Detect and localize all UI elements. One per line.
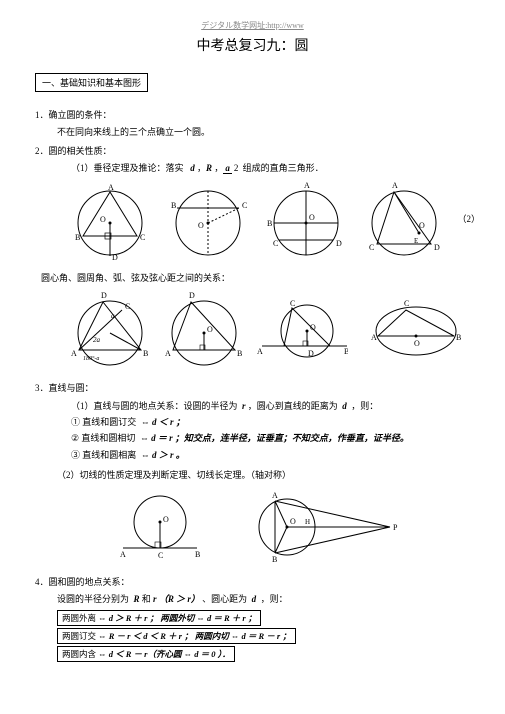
svg-text:2a: 2a <box>93 336 101 344</box>
item3-title: 3．直线与圆： <box>35 381 470 394</box>
f-R: R <box>206 163 212 173</box>
box-line-1: 两圆外离 ⇔ d ＞ R ＋ r ； 两圆外切 ⇔ d ＝ R ＋ r ； <box>57 610 261 626</box>
circle-fig-7: C A B O D <box>252 296 347 366</box>
svg-text:D: D <box>189 291 195 300</box>
svg-text:180°-a: 180°-a <box>83 355 99 362</box>
svg-text:O: O <box>100 215 106 224</box>
svg-text:D: D <box>101 291 107 300</box>
line1b: d ＜ r ； <box>152 417 185 427</box>
line2a: ② 直线和圆相切 <box>71 433 135 443</box>
svg-text:D: D <box>308 349 314 358</box>
line3b: d ＞ r 。 <box>152 450 185 460</box>
svg-text:a: a <box>111 312 115 320</box>
item3-sub1: （1）直线与圆的地点关系：设圆的半径为 r ，圆心到直线的距离为 d ，则： ①… <box>71 398 470 463</box>
annot-2: （2） <box>457 212 480 225</box>
circle-fig-4: A C D O E <box>359 178 449 263</box>
line2b: d ＝ r ；知交点，连半径，证垂直；不知交点，作垂直，证半径。 <box>151 433 409 443</box>
item2-rel: 圆心角、圆周角、弧、弦及弦心距之间的关系： <box>41 271 470 284</box>
page-title: 中考总复习九：圆 <box>35 35 470 55</box>
tangent-fig-1: O A B C <box>115 487 205 567</box>
svg-text:A: A <box>120 550 126 559</box>
svg-text:B: B <box>456 333 461 342</box>
circle-fig-2: B C O <box>163 178 253 263</box>
svg-text:A: A <box>392 181 398 190</box>
sub1-post: 组成的直角三角形． <box>243 163 324 173</box>
figure-row-2: D C A B 2a a 180°-a D A B O C A B O D C <box>65 288 470 373</box>
item2-title: 2．圆的相关性质： <box>35 144 470 157</box>
svg-text:C: C <box>125 302 130 311</box>
svg-text:B: B <box>143 349 148 358</box>
svg-text:A: A <box>71 349 77 358</box>
item2-sub1: （1）垂径定理及推论：落实 d ，R ，a2 组成的直角三角形． <box>71 161 470 174</box>
svg-text:B: B <box>75 233 80 242</box>
svg-text:D: D <box>112 253 118 262</box>
f-2: 2 <box>232 163 241 173</box>
sub1-pre: （1）垂径定理及推论：落实 <box>71 163 184 173</box>
fraction: a2 <box>223 164 240 173</box>
svg-text:C: C <box>290 299 295 308</box>
svg-text:C: C <box>242 201 247 210</box>
svg-text:O: O <box>419 221 425 230</box>
circle-fig-3: A B C D O <box>261 178 351 263</box>
svg-text:C: C <box>404 299 409 308</box>
svg-text:A: A <box>371 333 377 342</box>
figure-row-1: A B C O D B C O A B C D O A C D O E （2） <box>65 178 470 263</box>
svg-text:A: A <box>304 181 310 190</box>
f-a: a <box>223 163 232 174</box>
line3a: ③ 直线和圆相离 <box>71 450 136 460</box>
svg-text:C: C <box>369 243 374 252</box>
svg-text:O: O <box>414 339 420 348</box>
box-line-3: 两圆内含 ⇔ d ＜ R － r（齐心圆 ⇔ d ＝ 0 ）． <box>57 646 235 662</box>
item4-text: 设圆的半径分别为 R 和 r （R ＞ r） 、圆心距为 d ，则： <box>57 592 470 605</box>
circle-fig-8: C A B O <box>356 296 470 366</box>
svg-text:O: O <box>290 517 296 526</box>
svg-text:C: C <box>140 233 145 242</box>
svg-text:B: B <box>171 201 176 210</box>
svg-text:P: P <box>393 523 398 532</box>
svg-text:C: C <box>273 239 278 248</box>
circle-fig-1: A B C O D <box>65 178 155 263</box>
svg-text:O: O <box>163 515 169 524</box>
box-group: 两圆外离 ⇔ d ＞ R ＋ r ； 两圆外切 ⇔ d ＝ R ＋ r ； 两圆… <box>57 609 470 663</box>
svg-text:A: A <box>108 183 114 192</box>
circle-fig-6: D A B O <box>159 288 245 373</box>
svg-text:H: H <box>305 518 310 526</box>
svg-text:O: O <box>310 323 316 332</box>
svg-text:O: O <box>207 325 213 334</box>
item4-title: 4．圆和圆的地点关系： <box>35 575 470 588</box>
svg-text:C: C <box>158 551 163 560</box>
tangent-fig-2: A B O H P <box>245 487 405 567</box>
svg-text:B: B <box>272 555 277 564</box>
svg-text:O: O <box>309 213 315 222</box>
header-url: デジタル数学网址:http://www <box>35 20 470 31</box>
box-line-2: 两圆订交 ⇔ R － r ＜ d ＜ R ＋ r ； 两圆内切 ⇔ d ＝ R … <box>57 628 296 644</box>
item1-title: 1．确立圆的条件： <box>35 108 470 121</box>
item3-sub2: （2）切线的性质定理及判断定理、切线长定理。（轴对称） <box>57 467 470 483</box>
svg-text:B: B <box>344 347 347 356</box>
svg-text:O: O <box>198 221 204 230</box>
svg-text:B: B <box>237 349 242 358</box>
svg-text:D: D <box>336 239 342 248</box>
line1a: ① 直线和圆订交 <box>71 417 136 427</box>
section-header: 一、基础知识和基本图形 <box>35 73 148 92</box>
svg-text:D: D <box>434 243 440 252</box>
svg-text:B: B <box>195 550 200 559</box>
figure-row-3: O A B C A B O H P <box>115 487 470 567</box>
svg-text:A: A <box>165 349 171 358</box>
item1-text: 不在同向来线上的三个点确立一个圆。 <box>57 125 470 138</box>
f-d: d <box>190 163 195 173</box>
circle-fig-5: D C A B 2a a 180°-a <box>65 288 151 373</box>
svg-text:A: A <box>257 347 263 356</box>
svg-text:A: A <box>272 491 278 500</box>
svg-text:B: B <box>267 219 272 228</box>
svg-text:E: E <box>414 237 418 245</box>
